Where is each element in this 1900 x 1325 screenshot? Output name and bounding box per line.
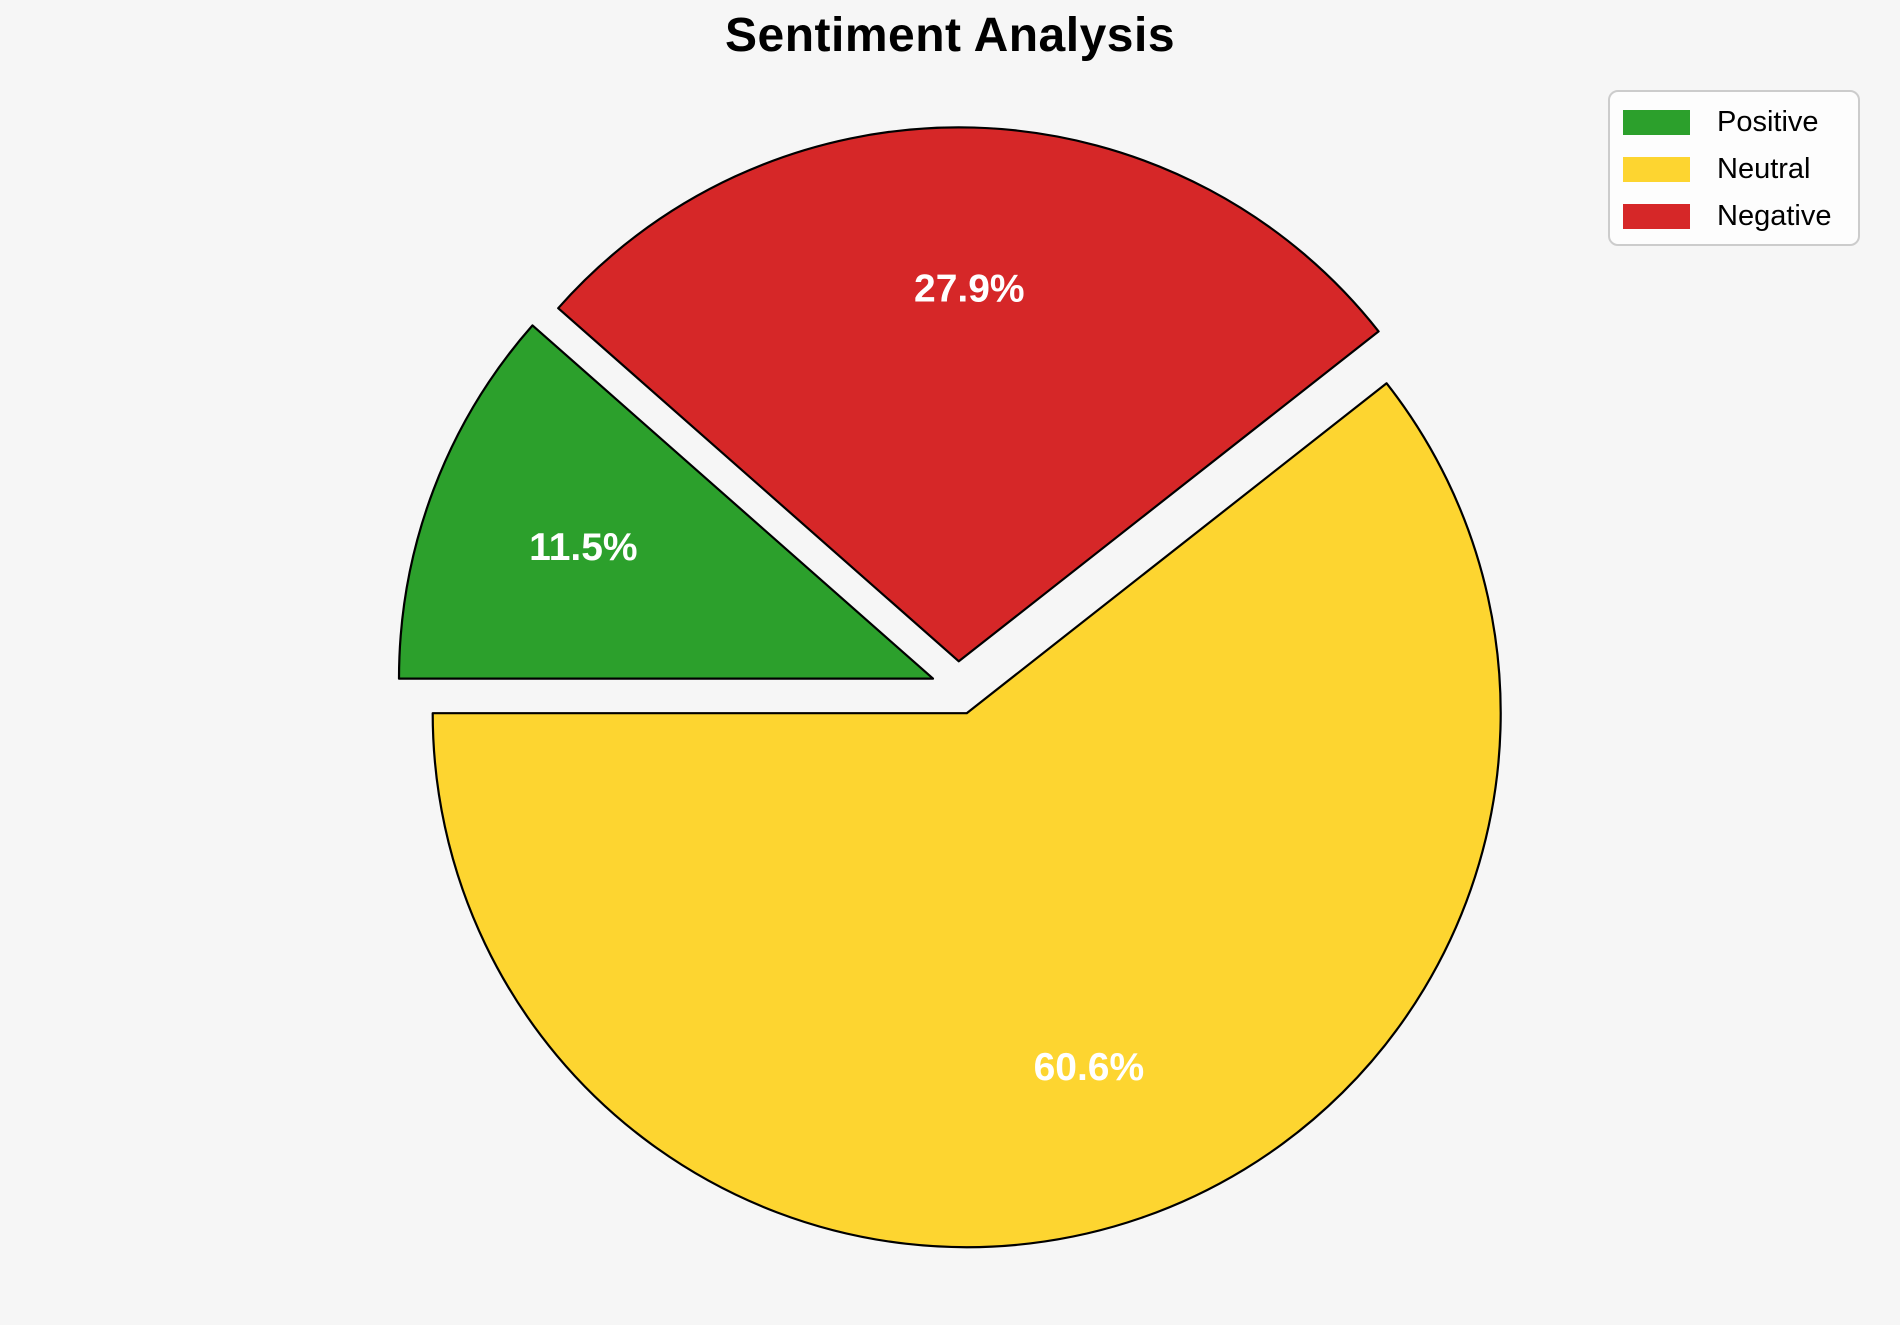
legend-label-positive: Positive [1717, 106, 1819, 138]
pct-label-neutral: 60.6% [1034, 1046, 1145, 1089]
legend-label-negative: Negative [1717, 200, 1832, 232]
legend-item-positive: Positive [1623, 99, 1858, 146]
legend-label-neutral: Neutral [1717, 153, 1811, 185]
pie-slice-negative [557, 126, 1380, 663]
pct-label-positive: 11.5% [529, 526, 637, 569]
chart-title: Sentiment Analysis [724, 9, 1176, 62]
legend: Positive Neutral Negative [1608, 90, 1860, 246]
pie-slice-positive [397, 324, 935, 680]
pie-slice-neutral [431, 382, 1502, 1249]
legend-swatch-neutral-icon [1623, 157, 1690, 182]
legend-swatch-negative-icon [1623, 204, 1690, 229]
legend-item-neutral: Neutral [1623, 146, 1858, 193]
legend-swatch-positive-icon [1623, 110, 1690, 135]
legend-item-negative: Negative [1623, 193, 1858, 240]
pct-label-negative: 27.9% [914, 267, 1025, 310]
